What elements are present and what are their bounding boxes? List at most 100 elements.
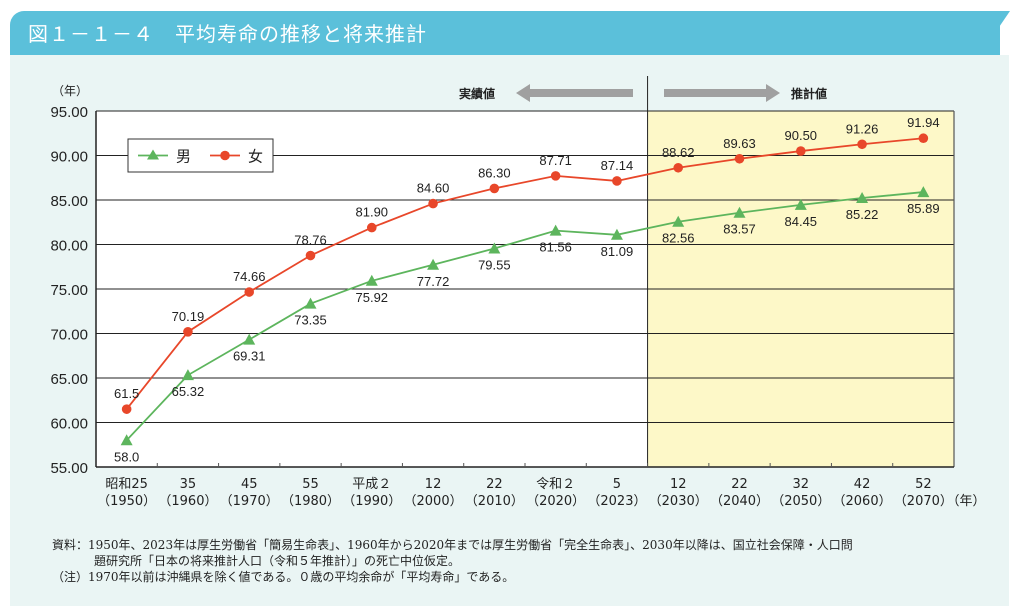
x-tick-label-year: （2020） (526, 494, 585, 509)
data-point-male (917, 186, 930, 198)
data-point-male (672, 215, 685, 227)
y-axis-unit: （年） (52, 84, 88, 98)
data-label-male: 58.0 (114, 449, 139, 464)
data-point-female (612, 176, 622, 186)
data-point-male (549, 224, 562, 236)
data-label-female: 91.94 (907, 115, 940, 130)
x-tick-label-era: 22 (486, 477, 503, 492)
x-tick-label-year: （2050） (771, 494, 830, 509)
left-arrow-icon (516, 84, 633, 102)
data-label-male: 84.45 (785, 214, 818, 229)
data-label-male: 79.55 (478, 258, 511, 273)
data-point-female (366, 222, 377, 233)
data-label-female: 87.71 (539, 153, 572, 168)
data-point-male (365, 274, 378, 286)
data-point-female (857, 139, 867, 150)
x-tick-label-era: 45 (241, 477, 258, 492)
data-label-female: 86.30 (478, 165, 511, 180)
data-label-female: 88.62 (662, 145, 695, 160)
x-tick-label-era: 42 (854, 477, 871, 492)
data-label-female: 89.63 (723, 136, 756, 151)
data-label-male: 73.35 (294, 313, 327, 328)
data-point-female (305, 250, 316, 261)
notes-section: 資料：1950年、2023年は厚生労働省「簡易生命表」、1960年から2020年… (52, 537, 1012, 585)
footnote: （注）1970年以前は沖縄県を除く値である。０歳の平均余命が「平均寿命」である。 (52, 570, 515, 584)
series-line-female (125, 137, 924, 410)
x-tick-label-era: 12 (670, 477, 687, 492)
y-tick-label: 95.00 (50, 104, 88, 121)
figure-title: 図１－１－４ 平均寿命の推移と将来推計 (28, 22, 427, 46)
data-label-male: 82.56 (662, 231, 695, 246)
header-tab-decoration (980, 11, 1010, 55)
right-arrow-icon (664, 84, 780, 102)
source-note: 資料：1950年、2023年は厚生労働省「簡易生命表」、1960年から2020年… (52, 538, 853, 552)
x-tick-label-year: （1960） (158, 494, 217, 509)
data-point-female (244, 287, 255, 297)
data-label-male: 85.89 (907, 201, 940, 216)
data-label-female: 78.76 (294, 233, 327, 248)
legend-circle-icon (220, 150, 230, 161)
legend-triangle-icon (147, 149, 159, 160)
y-tick-label: 70.00 (50, 327, 88, 344)
data-point-male (304, 297, 317, 309)
data-point-male (610, 228, 623, 240)
data-point-male (427, 258, 440, 270)
data-point-female (734, 153, 745, 164)
x-axis-unit: （年） (946, 494, 985, 509)
y-tick-label: 85.00 (50, 193, 88, 210)
data-label-female: 84.60 (417, 181, 450, 196)
data-point-female (428, 198, 438, 209)
x-tick-label-era: 32 (793, 477, 810, 492)
data-label-female: 81.90 (356, 205, 389, 220)
legend-label-male: 男 (176, 148, 191, 166)
x-tick-label-year: （1990） (342, 494, 401, 509)
y-tick-label: 65.00 (50, 371, 88, 388)
data-point-male (856, 192, 869, 204)
x-tick-label-year: （1950） (97, 494, 156, 509)
x-tick-label-year: （2040） (710, 494, 769, 509)
x-tick-label-year: （2070） (894, 494, 953, 509)
data-label-male: 65.32 (172, 384, 205, 399)
figure-header (10, 11, 1000, 55)
data-label-female: 91.26 (846, 121, 879, 136)
x-tick-label-era: 12 (425, 477, 442, 492)
y-tick-label: 55.00 (50, 460, 88, 477)
data-label-female: 90.50 (785, 128, 818, 143)
data-point-female (918, 133, 929, 144)
data-label-male: 81.09 (601, 244, 634, 259)
data-label-female: 70.19 (172, 309, 205, 324)
x-tick-label-era: 平成２ (352, 477, 391, 492)
data-label-male: 77.72 (417, 274, 450, 289)
data-point-female (673, 162, 684, 173)
actual-values-label: 実績値 (459, 86, 495, 101)
data-label-female: 74.66 (233, 269, 266, 284)
legend-label-female: 女 (248, 148, 263, 166)
x-tick-label-era: 22 (731, 477, 748, 492)
y-tick-label: 90.00 (50, 149, 88, 166)
x-tick-label-era: 35 (180, 477, 197, 492)
source-note-continued: 題研究所「日本の将来推計人口（令和５年推計）」の死亡中位仮定。 (94, 554, 461, 568)
x-tick-label-era: 令和２ (536, 477, 575, 492)
x-tick-label-era: 52 (915, 477, 932, 492)
y-tick-label: 80.00 (50, 238, 88, 255)
data-label-male: 85.22 (846, 207, 879, 222)
y-tick-label: 75.00 (50, 282, 88, 299)
x-tick-label-year: （2030） (649, 494, 708, 509)
x-tick-label-era: 5 (613, 477, 621, 492)
x-tick-label-era: 55 (302, 477, 319, 492)
x-tick-label-era: 昭和25 (105, 477, 148, 492)
data-point-female (183, 327, 193, 337)
data-point-male (733, 206, 746, 218)
data-label-male: 69.31 (233, 349, 266, 364)
data-point-female (795, 146, 806, 156)
data-point-female (550, 171, 561, 181)
x-tick-label-year: （2000） (404, 494, 463, 509)
x-tick-label-year: （1980） (281, 494, 340, 509)
data-label-male: 83.57 (723, 222, 756, 237)
x-tick-label-year: （1970） (220, 494, 279, 509)
x-tick-label-year: （2060） (833, 494, 892, 509)
data-label-male: 75.92 (356, 290, 389, 305)
x-tick-label-year: （2023） (587, 494, 646, 509)
data-point-female (121, 404, 132, 414)
